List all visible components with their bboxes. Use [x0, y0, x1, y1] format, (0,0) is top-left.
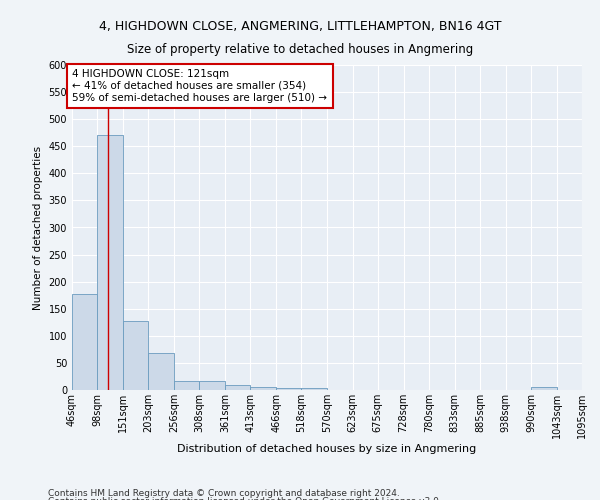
Bar [531, 388, 557, 390]
X-axis label: Distribution of detached houses by size in Angmering: Distribution of detached houses by size … [178, 444, 476, 454]
Text: 4 HIGHDOWN CLOSE: 121sqm
← 41% of detached houses are smaller (354)
59% of semi-: 4 HIGHDOWN CLOSE: 121sqm ← 41% of detach… [73, 70, 328, 102]
Bar [301, 388, 327, 390]
Bar [225, 385, 250, 390]
Bar [148, 353, 174, 390]
Text: 4, HIGHDOWN CLOSE, ANGMERING, LITTLEHAMPTON, BN16 4GT: 4, HIGHDOWN CLOSE, ANGMERING, LITTLEHAMP… [99, 20, 501, 33]
Bar [123, 320, 148, 390]
Bar [72, 294, 97, 390]
Bar [250, 388, 276, 390]
Text: Contains HM Land Registry data © Crown copyright and database right 2024.: Contains HM Land Registry data © Crown c… [48, 488, 400, 498]
Text: Contains public sector information licensed under the Open Government Licence v3: Contains public sector information licen… [48, 497, 442, 500]
Bar [97, 136, 123, 390]
Text: Size of property relative to detached houses in Angmering: Size of property relative to detached ho… [127, 42, 473, 56]
Bar [174, 381, 199, 390]
Y-axis label: Number of detached properties: Number of detached properties [33, 146, 43, 310]
Bar [276, 388, 301, 390]
Bar [199, 381, 225, 390]
